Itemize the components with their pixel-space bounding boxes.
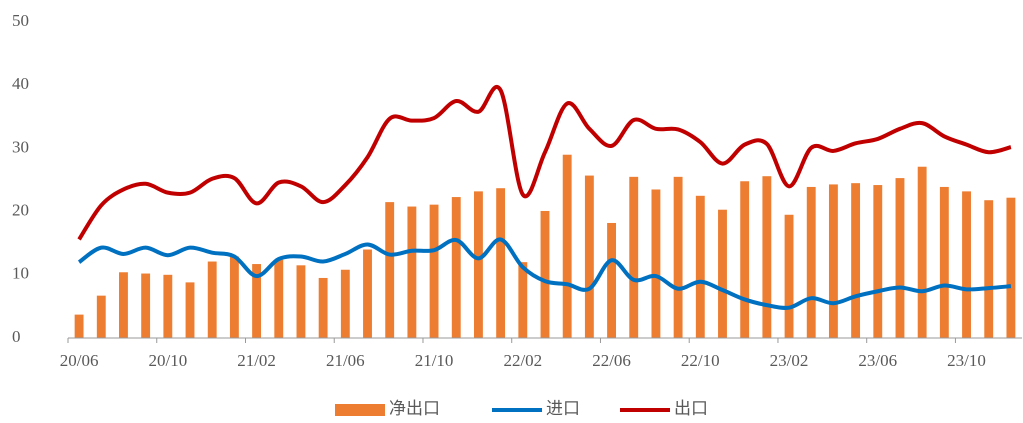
x-tick-label: 21/06: [326, 351, 365, 370]
x-tick-label: 22/02: [503, 351, 542, 370]
x-tick-label: 21/10: [415, 351, 454, 370]
x-tick-label: 23/02: [770, 351, 809, 370]
line: [77, 237, 1012, 310]
bar: [695, 195, 705, 338]
bar: [962, 191, 971, 338]
y-tick-label: 30: [12, 137, 29, 156]
bar: [740, 181, 750, 338]
bar: [784, 214, 794, 338]
x-tick-label: 22/06: [592, 351, 631, 370]
bar: [185, 282, 195, 338]
legend-label: 出口: [674, 399, 708, 418]
x-tick-label: 22/10: [681, 351, 720, 370]
bar: [828, 184, 838, 338]
bar: [119, 272, 128, 338]
bar: [207, 261, 217, 338]
x-tick-label: 23/06: [858, 351, 897, 370]
y-tick-label: 20: [12, 201, 29, 220]
bar: [518, 262, 528, 338]
bar: [1006, 197, 1016, 338]
legend-label: 净出口: [389, 399, 440, 418]
bar: [496, 188, 506, 338]
bar: [229, 256, 239, 338]
bar: [762, 176, 772, 338]
x-tick-label: 20/06: [60, 351, 99, 370]
bar: [651, 189, 661, 338]
bar: [629, 176, 639, 338]
bar: [540, 210, 550, 338]
bar: [296, 265, 306, 338]
bar: [74, 314, 84, 338]
bar: [96, 295, 106, 338]
bar: [895, 178, 905, 338]
bar: [873, 185, 883, 338]
bar: [718, 209, 727, 338]
bar: [984, 200, 994, 338]
bar: [141, 273, 151, 338]
legend-swatch: [335, 404, 385, 416]
bar: [474, 191, 483, 338]
bar: [562, 154, 572, 338]
x-tick-label: 20/10: [148, 351, 187, 370]
bar: [673, 176, 683, 338]
bar: [340, 269, 350, 338]
bar: [584, 175, 594, 338]
bar: [851, 183, 861, 338]
bar: [917, 166, 927, 338]
bar: [939, 186, 949, 338]
bar: [429, 204, 439, 338]
bar: [607, 222, 616, 338]
y-tick-label: 0: [12, 327, 21, 346]
line: [77, 85, 1012, 241]
bar: [363, 249, 372, 338]
bar: [385, 202, 395, 338]
bar: [318, 277, 328, 338]
bar: [407, 206, 417, 338]
legend-label: 进口: [546, 399, 580, 418]
y-tick-label: 40: [12, 74, 29, 93]
bar: [252, 264, 262, 338]
y-tick-label: 50: [12, 11, 29, 30]
bar: [806, 186, 816, 338]
x-tick-label: 21/02: [237, 351, 276, 370]
y-tick-label: 10: [12, 264, 29, 283]
bar: [451, 197, 461, 338]
x-tick-label: 23/10: [947, 351, 986, 370]
bar: [274, 259, 284, 338]
bar: [163, 274, 173, 338]
